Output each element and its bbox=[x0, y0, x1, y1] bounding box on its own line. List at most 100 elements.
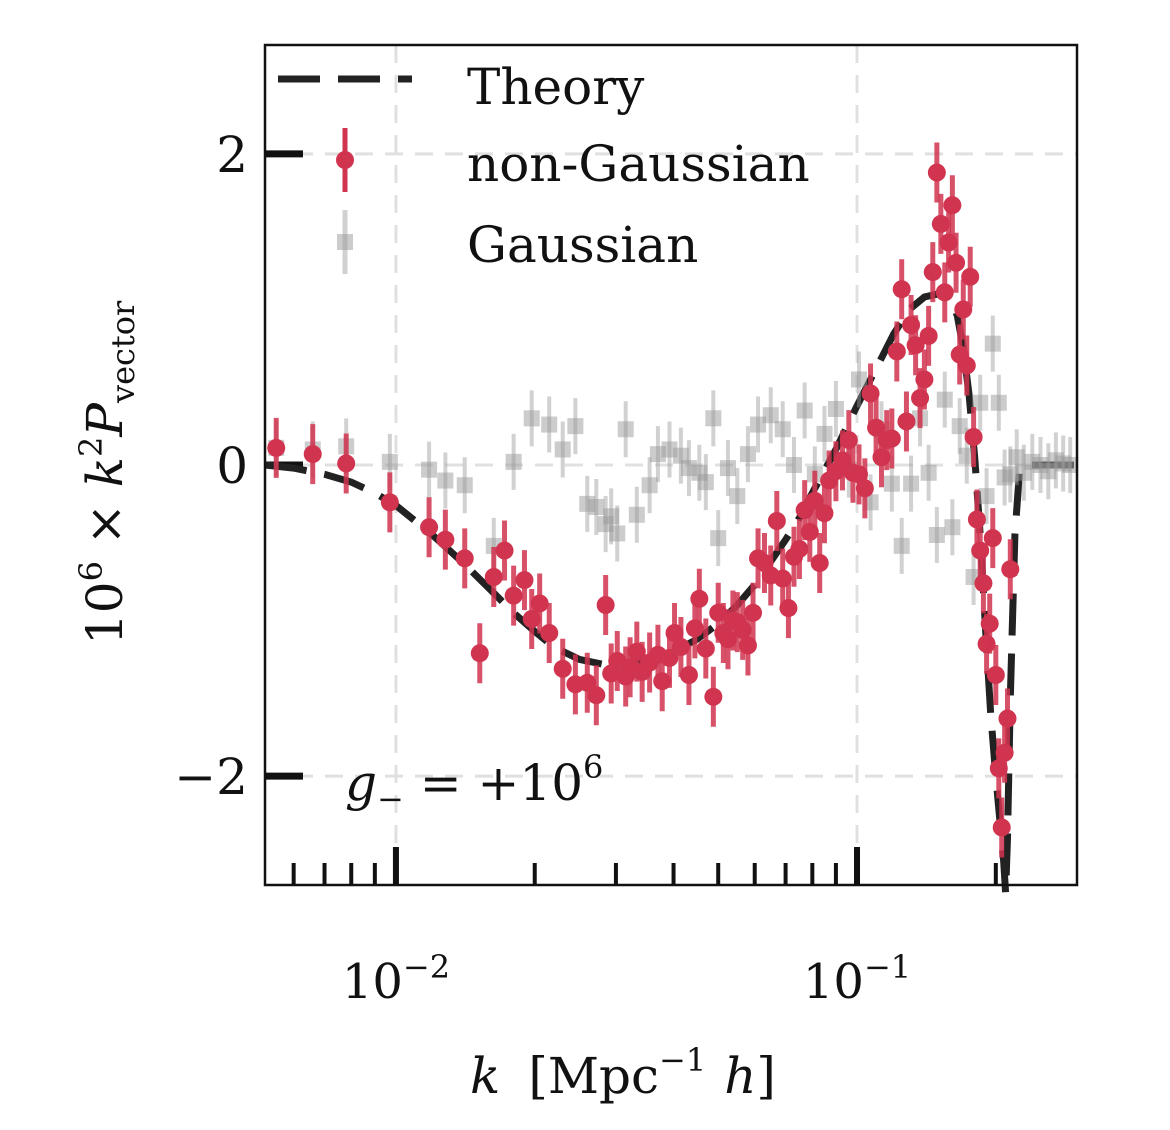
non-gaussian-point bbox=[303, 445, 322, 464]
non-gaussian-point bbox=[967, 510, 986, 529]
gaussian-point bbox=[505, 453, 522, 470]
non-gaussian-point bbox=[810, 554, 829, 572]
non-gaussian-point bbox=[495, 541, 514, 560]
legend-non-gaussian: non-Gaussian bbox=[336, 128, 810, 193]
gaussian-point bbox=[437, 472, 454, 489]
non-gaussian-point bbox=[805, 491, 824, 510]
non-gaussian-point bbox=[980, 614, 999, 633]
gaussian-point bbox=[523, 410, 540, 427]
non-gaussian-point bbox=[679, 666, 698, 684]
non-gaussian-point bbox=[484, 568, 503, 586]
gaussian-point bbox=[739, 446, 756, 463]
gaussian-point bbox=[984, 335, 1001, 352]
non-gaussian-point bbox=[744, 603, 763, 622]
y-tick-label: 0 bbox=[216, 437, 248, 495]
non-gaussian-point bbox=[690, 589, 709, 608]
non-gaussian-point bbox=[931, 214, 950, 233]
gaussian-point bbox=[944, 519, 961, 536]
non-gaussian-point bbox=[504, 586, 523, 605]
non-gaussian-point bbox=[522, 610, 541, 628]
gaussian-point bbox=[785, 457, 802, 473]
non-gaussian-point bbox=[961, 267, 980, 286]
gaussian-point bbox=[421, 461, 438, 478]
non-gaussian-point bbox=[578, 673, 597, 692]
non-gaussian-point bbox=[790, 540, 809, 558]
non-gaussian-point bbox=[596, 596, 615, 614]
non-gaussian-point bbox=[977, 634, 996, 653]
gaussian-point bbox=[617, 421, 634, 438]
non-gaussian-point bbox=[892, 280, 911, 299]
non-gaussian-point bbox=[380, 493, 399, 512]
gaussian-point bbox=[928, 527, 945, 543]
coupling-annotation: g− = +106 bbox=[345, 748, 603, 818]
non-gaussian-point bbox=[420, 518, 439, 537]
legend-theory: Theory bbox=[278, 58, 645, 116]
gaussian-point bbox=[609, 525, 626, 542]
gaussian-point bbox=[381, 453, 398, 470]
gaussian-point bbox=[541, 416, 558, 433]
legend-gaussian-label: Gaussian bbox=[467, 216, 698, 274]
non-gaussian-point bbox=[587, 686, 606, 705]
y-tick-label: −2 bbox=[174, 748, 248, 806]
non-gaussian-point bbox=[923, 263, 942, 282]
non-gaussian-point bbox=[935, 283, 954, 302]
non-gaussian-point bbox=[436, 530, 455, 549]
x-tick-label: 10−2 bbox=[342, 948, 450, 1010]
gaussian-point bbox=[762, 407, 779, 424]
gaussian-point bbox=[1008, 449, 1025, 466]
non-gaussian-point bbox=[455, 549, 474, 568]
gaussian-point bbox=[883, 475, 900, 492]
non-gaussian-point bbox=[915, 370, 934, 389]
gaussian-point bbox=[827, 401, 844, 417]
gaussian-point bbox=[972, 394, 989, 411]
legend-non-gaussian-marker bbox=[336, 151, 354, 169]
gaussian-point bbox=[893, 537, 910, 554]
gaussian-point bbox=[920, 464, 937, 481]
non-gaussian-point bbox=[1001, 560, 1020, 579]
y-tick-label: 2 bbox=[216, 126, 248, 184]
gaussian-point bbox=[603, 508, 620, 525]
y-axis-label: 106 × k2Pvector bbox=[72, 300, 142, 645]
gaussian-point bbox=[750, 416, 767, 433]
non-gaussian-point bbox=[957, 356, 976, 375]
x-axis-label: k [Mpc−1 h] bbox=[470, 1041, 776, 1105]
gaussian-point bbox=[1062, 457, 1079, 473]
gaussian-point bbox=[705, 410, 722, 427]
non-gaussian-point bbox=[470, 644, 489, 663]
non-gaussian-point bbox=[986, 666, 1005, 684]
non-gaussian-point bbox=[515, 571, 534, 590]
gaussian-point bbox=[672, 447, 689, 464]
legend-non-gaussian-label: non-Gaussian bbox=[467, 135, 810, 193]
non-gaussian-point bbox=[267, 438, 286, 457]
non-gaussian-point bbox=[887, 342, 906, 361]
gaussian-point bbox=[978, 488, 995, 505]
plot-frame bbox=[263, 43, 1079, 887]
non-gaussian-point bbox=[947, 253, 966, 272]
gaussian-point bbox=[1002, 466, 1019, 483]
gaussian-point bbox=[958, 447, 975, 464]
gaussian-point bbox=[719, 460, 736, 477]
non-gaussian-point bbox=[906, 336, 925, 355]
x-tick-label: 10−1 bbox=[803, 948, 911, 1010]
non-gaussian-point bbox=[983, 529, 1002, 548]
non-gaussian-series bbox=[267, 142, 1020, 858]
non-gaussian-point bbox=[530, 594, 549, 613]
gaussian-point bbox=[641, 477, 658, 494]
non-gaussian-point bbox=[704, 687, 723, 706]
gaussian-point bbox=[903, 475, 920, 492]
non-gaussian-point bbox=[927, 163, 946, 182]
non-gaussian-point bbox=[998, 709, 1017, 728]
non-gaussian-point bbox=[964, 428, 983, 446]
non-gaussian-point bbox=[540, 624, 559, 642]
gaussian-point bbox=[554, 441, 571, 458]
non-gaussian-point bbox=[943, 196, 962, 215]
legend: Theory non-Gaussian Gaussian bbox=[278, 58, 810, 274]
gaussian-point bbox=[796, 402, 813, 419]
non-gaussian-point bbox=[897, 412, 916, 431]
gaussian-point bbox=[816, 425, 833, 442]
gaussian-point bbox=[851, 371, 868, 388]
non-gaussian-point bbox=[553, 659, 572, 678]
gaussian-point bbox=[628, 506, 645, 523]
gaussian-point bbox=[588, 499, 605, 515]
gaussian-point bbox=[936, 391, 953, 408]
